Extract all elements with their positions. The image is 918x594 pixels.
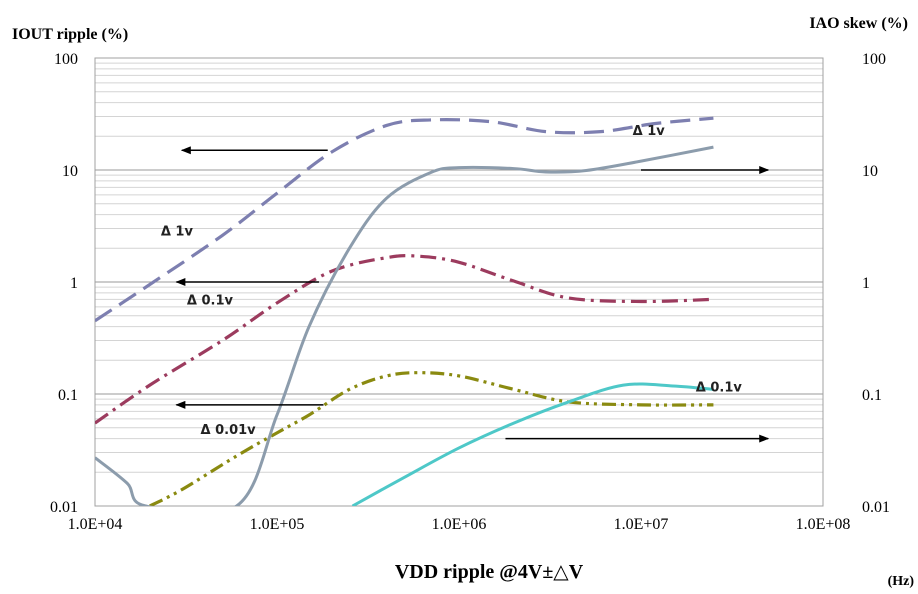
x-axis-title: VDD ripple @4V±△V <box>395 561 584 583</box>
y2-tick-label: 1 <box>862 275 870 292</box>
series-label: Δ 0.01v <box>201 423 257 438</box>
series-label: Δ 1v <box>633 124 666 139</box>
series-line-4 <box>351 382 714 506</box>
y-tick-label: 10 <box>62 163 78 180</box>
y-tick-label: 0.01 <box>50 499 78 516</box>
y-axis-title: IOUT ripple (%) <box>12 26 128 43</box>
series-line-3 <box>95 145 714 506</box>
y2-tick-label: 0.01 <box>862 499 890 516</box>
series-line-0 <box>95 116 714 323</box>
series-group <box>95 116 714 506</box>
x-tick-label: 1.0E+04 <box>68 516 123 533</box>
series-line-2 <box>149 371 714 506</box>
series-label: Δ 0.1v <box>696 381 743 396</box>
grid <box>95 57 823 507</box>
y-tick-label: 1 <box>70 275 78 292</box>
x-axis-unit: (Hz) <box>888 574 915 589</box>
y2-tick-label: 0.1 <box>862 387 882 404</box>
arrow-group <box>175 146 770 443</box>
y-tick-label: 100 <box>54 51 78 68</box>
y-tick-label: 0.1 <box>58 387 78 404</box>
plot-area <box>94 57 824 507</box>
x-tick-label: 1.0E+07 <box>614 516 669 533</box>
series-label: Δ 0.1v <box>187 293 234 308</box>
y2-tick-label: 10 <box>862 163 878 180</box>
x-tick-label: 1.0E+06 <box>432 516 487 533</box>
annotations: Δ 1v Δ 0.1v Δ 0.01v Δ 1v Δ 0.1v <box>161 124 743 438</box>
series-line-1 <box>95 254 714 425</box>
x-tick-label: 1.0E+08 <box>796 516 851 533</box>
series-label: Δ 1v <box>161 225 194 240</box>
y2-tick-label: 100 <box>862 51 886 68</box>
x-tick-label: 1.0E+05 <box>250 516 305 533</box>
y2-axis-title: IAO skew (%) <box>809 15 908 32</box>
